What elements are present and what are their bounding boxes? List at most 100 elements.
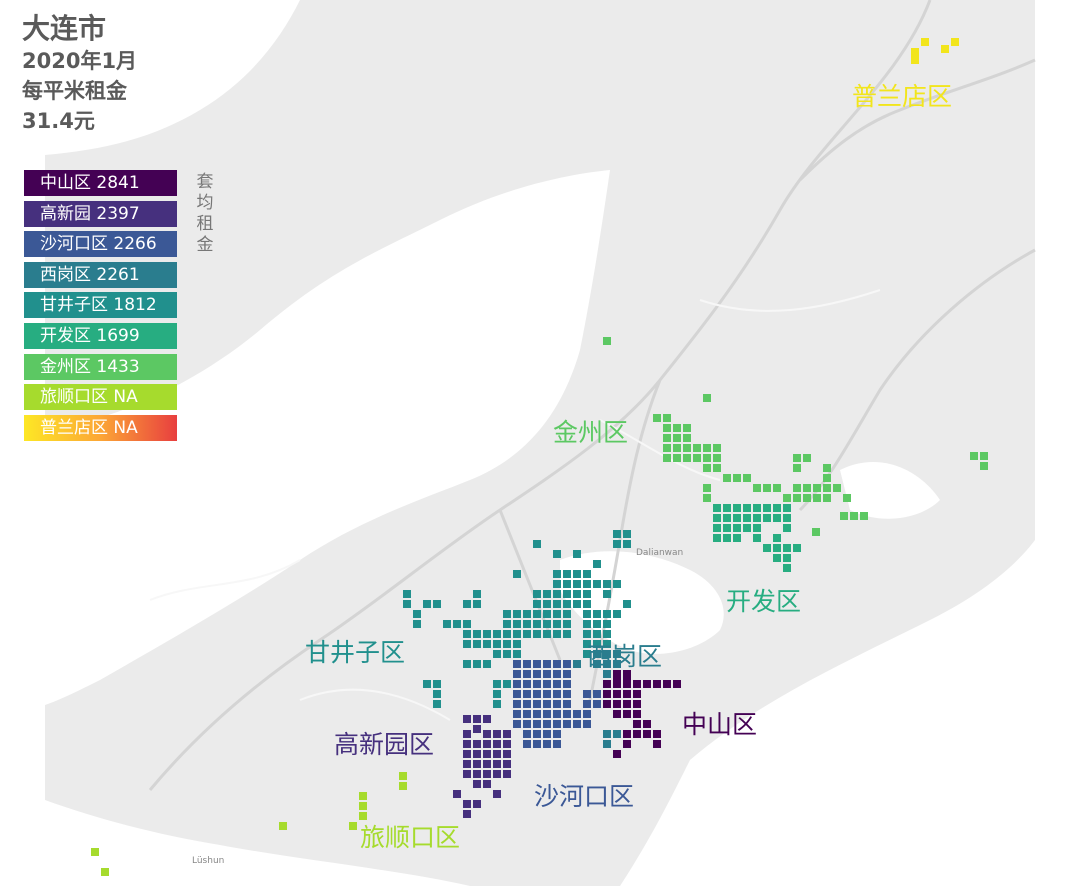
grid-square [453, 620, 461, 628]
grid-square [673, 454, 681, 462]
grid-square [553, 580, 561, 588]
grid-square [583, 690, 591, 698]
grid-square [493, 750, 501, 758]
grid-square [613, 530, 621, 538]
grid-square [473, 780, 481, 788]
grid-square [743, 504, 751, 512]
grid-square [603, 670, 611, 678]
grid-square [643, 680, 651, 688]
title-value: 31.4元 [22, 109, 95, 133]
legend-item: 普兰店区 NA [24, 414, 177, 441]
legend-item: 中山区 2841 [24, 170, 177, 196]
grid-square [623, 680, 631, 688]
grid-square [603, 740, 611, 748]
grid-square [543, 590, 551, 598]
grid-square [543, 690, 551, 698]
grid-square [793, 494, 801, 502]
grid-square [793, 484, 801, 492]
grid-square [483, 770, 491, 778]
district-label: 沙河口区 [534, 782, 635, 811]
grid-square [623, 530, 631, 538]
grid-square [533, 610, 541, 618]
grid-square [733, 514, 741, 522]
legend-item: 沙河口区 2266 [24, 231, 177, 258]
grid-square [793, 454, 801, 462]
land-mass [45, 0, 1035, 886]
grid-square [743, 524, 751, 532]
grid-square [753, 484, 761, 492]
grid-square [523, 610, 531, 618]
legend-item: 金州区 1433 [24, 353, 177, 380]
grid-square [473, 800, 481, 808]
grid-square [583, 650, 591, 658]
sea-area-east-inlet [840, 461, 940, 519]
grid-square [703, 464, 711, 472]
grid-square [493, 690, 501, 698]
grid-square [823, 464, 831, 472]
sea-area-southeast [620, 540, 1035, 886]
grid-square [613, 540, 621, 548]
grid-square [753, 504, 761, 512]
district-label: 金州区 [553, 418, 629, 447]
grid-square [553, 550, 561, 558]
minor-roads [149, 289, 881, 721]
title-city: 大连市 [22, 12, 107, 45]
legend-item: 甘井子区 1812 [24, 292, 177, 319]
grid-square [573, 550, 581, 558]
rent-grid-squares [91, 38, 988, 876]
grid-square [773, 504, 781, 512]
grid-square [951, 38, 959, 46]
grid-square [593, 700, 601, 708]
legend-item: 旅顺口区 NA [24, 384, 177, 411]
grid-square [633, 700, 641, 708]
grid-square [623, 675, 631, 683]
legend-caption: 套均租金 [196, 172, 214, 255]
legend-item: 高新园 2397 [24, 200, 177, 227]
grid-square [563, 690, 571, 698]
grid-square [850, 512, 858, 520]
grid-square [703, 494, 711, 502]
grid-square [553, 610, 561, 618]
grid-square [553, 630, 561, 638]
district-label: 旅顺口区 [360, 823, 461, 852]
grid-square [783, 504, 791, 512]
grid-square [593, 690, 601, 698]
grid-square [713, 454, 721, 462]
grid-square [911, 56, 919, 64]
grid-square [463, 715, 471, 723]
grid-square [533, 720, 541, 728]
grid-square [563, 580, 571, 588]
grid-square [473, 640, 481, 648]
grid-square [533, 670, 541, 678]
grid-square [513, 620, 521, 628]
grid-square [563, 630, 571, 638]
grid-square [613, 700, 621, 708]
grid-square [493, 680, 501, 688]
grid-square [623, 730, 631, 738]
grid-square [603, 680, 611, 688]
district-label: 西岗区 [587, 642, 663, 671]
grid-square [523, 620, 531, 628]
grid-square [623, 690, 631, 698]
grid-square [279, 822, 287, 830]
title-block: 大连市 2020年1月 每平米租金 31.4元 [22, 12, 137, 136]
grid-square [513, 650, 521, 658]
grid-square [473, 760, 481, 768]
grid-square [583, 700, 591, 708]
grid-square [563, 680, 571, 688]
grid-square [533, 680, 541, 688]
grid-square [543, 720, 551, 728]
grid-square [743, 474, 751, 482]
grid-square [663, 454, 671, 462]
grid-square [573, 600, 581, 608]
grid-square [523, 720, 531, 728]
grid-square [663, 414, 671, 422]
grid-square [483, 750, 491, 758]
grid-square [543, 700, 551, 708]
grid-square [783, 554, 791, 562]
grid-square [703, 444, 711, 452]
grid-square [593, 640, 601, 648]
grid-square [603, 610, 611, 618]
grid-square [503, 680, 511, 688]
grid-square [783, 494, 791, 502]
